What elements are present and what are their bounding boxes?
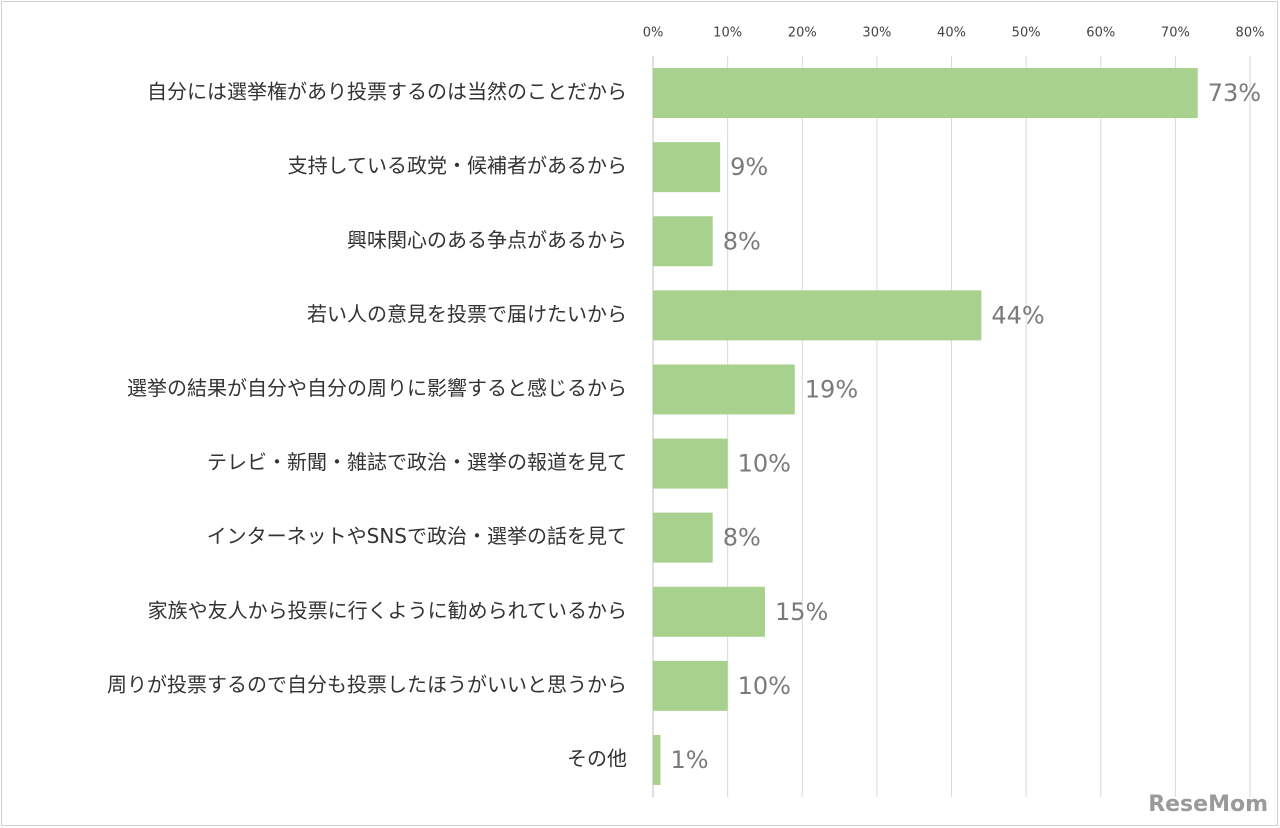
value-label: 8% xyxy=(723,227,761,255)
y-tick-label: インターネットやSNSで政治・選挙の話を見て xyxy=(207,524,627,548)
x-tick-label: 50% xyxy=(1012,26,1041,41)
bar xyxy=(653,142,721,193)
y-tick-label: 選挙の結果が自分や自分の周りに影響すると感じるから xyxy=(127,376,627,400)
value-label: 10% xyxy=(738,450,791,478)
value-label: 19% xyxy=(805,375,858,403)
bar xyxy=(653,438,728,489)
x-tick-label: 10% xyxy=(713,26,742,41)
bar xyxy=(653,586,765,637)
bar xyxy=(653,290,982,341)
value-label: 44% xyxy=(991,301,1044,329)
y-tick-label: 家族や友人から投票に行くように勧められているから xyxy=(148,598,627,622)
x-tick-label: 60% xyxy=(1086,26,1115,41)
value-label: 9% xyxy=(730,153,768,181)
y-tick-label: 若い人の意見を投票で届けたいから xyxy=(307,302,627,326)
x-tick-label: 30% xyxy=(862,26,891,41)
x-tick-label: 80% xyxy=(1236,26,1265,41)
value-label: 10% xyxy=(738,672,791,700)
y-tick-label: 興味関心のある争点があるから xyxy=(347,228,627,252)
y-tick-label: 周りが投票するので自分も投票したほうがいいと思うから xyxy=(107,672,627,696)
bar xyxy=(653,216,713,267)
bar xyxy=(653,734,661,785)
y-tick-label: 支持している政党・候補者があるから xyxy=(288,154,627,178)
value-label: 15% xyxy=(775,598,828,626)
x-tick-label: 40% xyxy=(937,26,966,41)
y-tick-label: 自分には選挙権があり投票するのは当然のことだから xyxy=(147,80,627,104)
value-label: 8% xyxy=(723,524,761,552)
watermark: ReseMom xyxy=(1148,792,1268,817)
x-tick-label: 20% xyxy=(788,26,817,41)
bar xyxy=(653,512,713,563)
y-tick-label: テレビ・新聞・雑誌で政治・選挙の報道を見て xyxy=(207,450,627,474)
y-tick-label: その他 xyxy=(567,746,627,770)
value-label: 1% xyxy=(670,746,708,774)
value-label: 73% xyxy=(1208,79,1261,107)
bar xyxy=(653,364,795,415)
x-tick-label: 70% xyxy=(1161,26,1190,41)
bar xyxy=(653,660,728,711)
x-tick-label: 0% xyxy=(643,26,664,41)
bar xyxy=(653,68,1198,119)
